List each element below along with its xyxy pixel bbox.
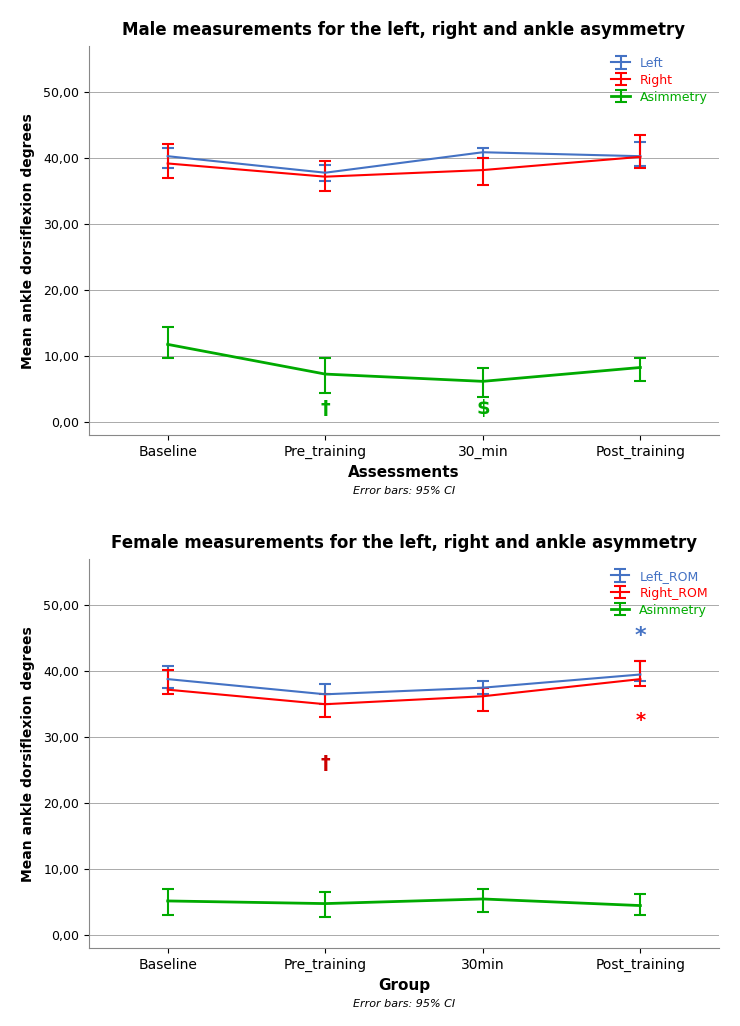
Y-axis label: Mean ankle dorsiflexion degrees: Mean ankle dorsiflexion degrees xyxy=(21,626,35,881)
Text: Error bars: 95% CI: Error bars: 95% CI xyxy=(353,486,455,497)
Text: *: * xyxy=(636,711,645,729)
Text: Error bars: 95% CI: Error bars: 95% CI xyxy=(353,999,455,1010)
Legend: Left, Right, Asimmetry: Left, Right, Asimmetry xyxy=(606,52,713,109)
X-axis label: Group: Group xyxy=(378,978,430,993)
Text: †: † xyxy=(320,754,330,773)
X-axis label: Assessments: Assessments xyxy=(349,465,460,480)
Text: $: $ xyxy=(476,399,490,419)
Title: Female measurements for the left, right and ankle asymmetry: Female measurements for the left, right … xyxy=(111,534,697,552)
Y-axis label: Mean ankle dorsiflexion degrees: Mean ankle dorsiflexion degrees xyxy=(21,113,35,368)
Legend: Left_ROM, Right_ROM, Asimmetry: Left_ROM, Right_ROM, Asimmetry xyxy=(605,565,713,622)
Title: Male measurements for the left, right and ankle asymmetry: Male measurements for the left, right an… xyxy=(122,21,685,39)
Text: *: * xyxy=(635,626,646,646)
Text: †: † xyxy=(320,399,330,419)
